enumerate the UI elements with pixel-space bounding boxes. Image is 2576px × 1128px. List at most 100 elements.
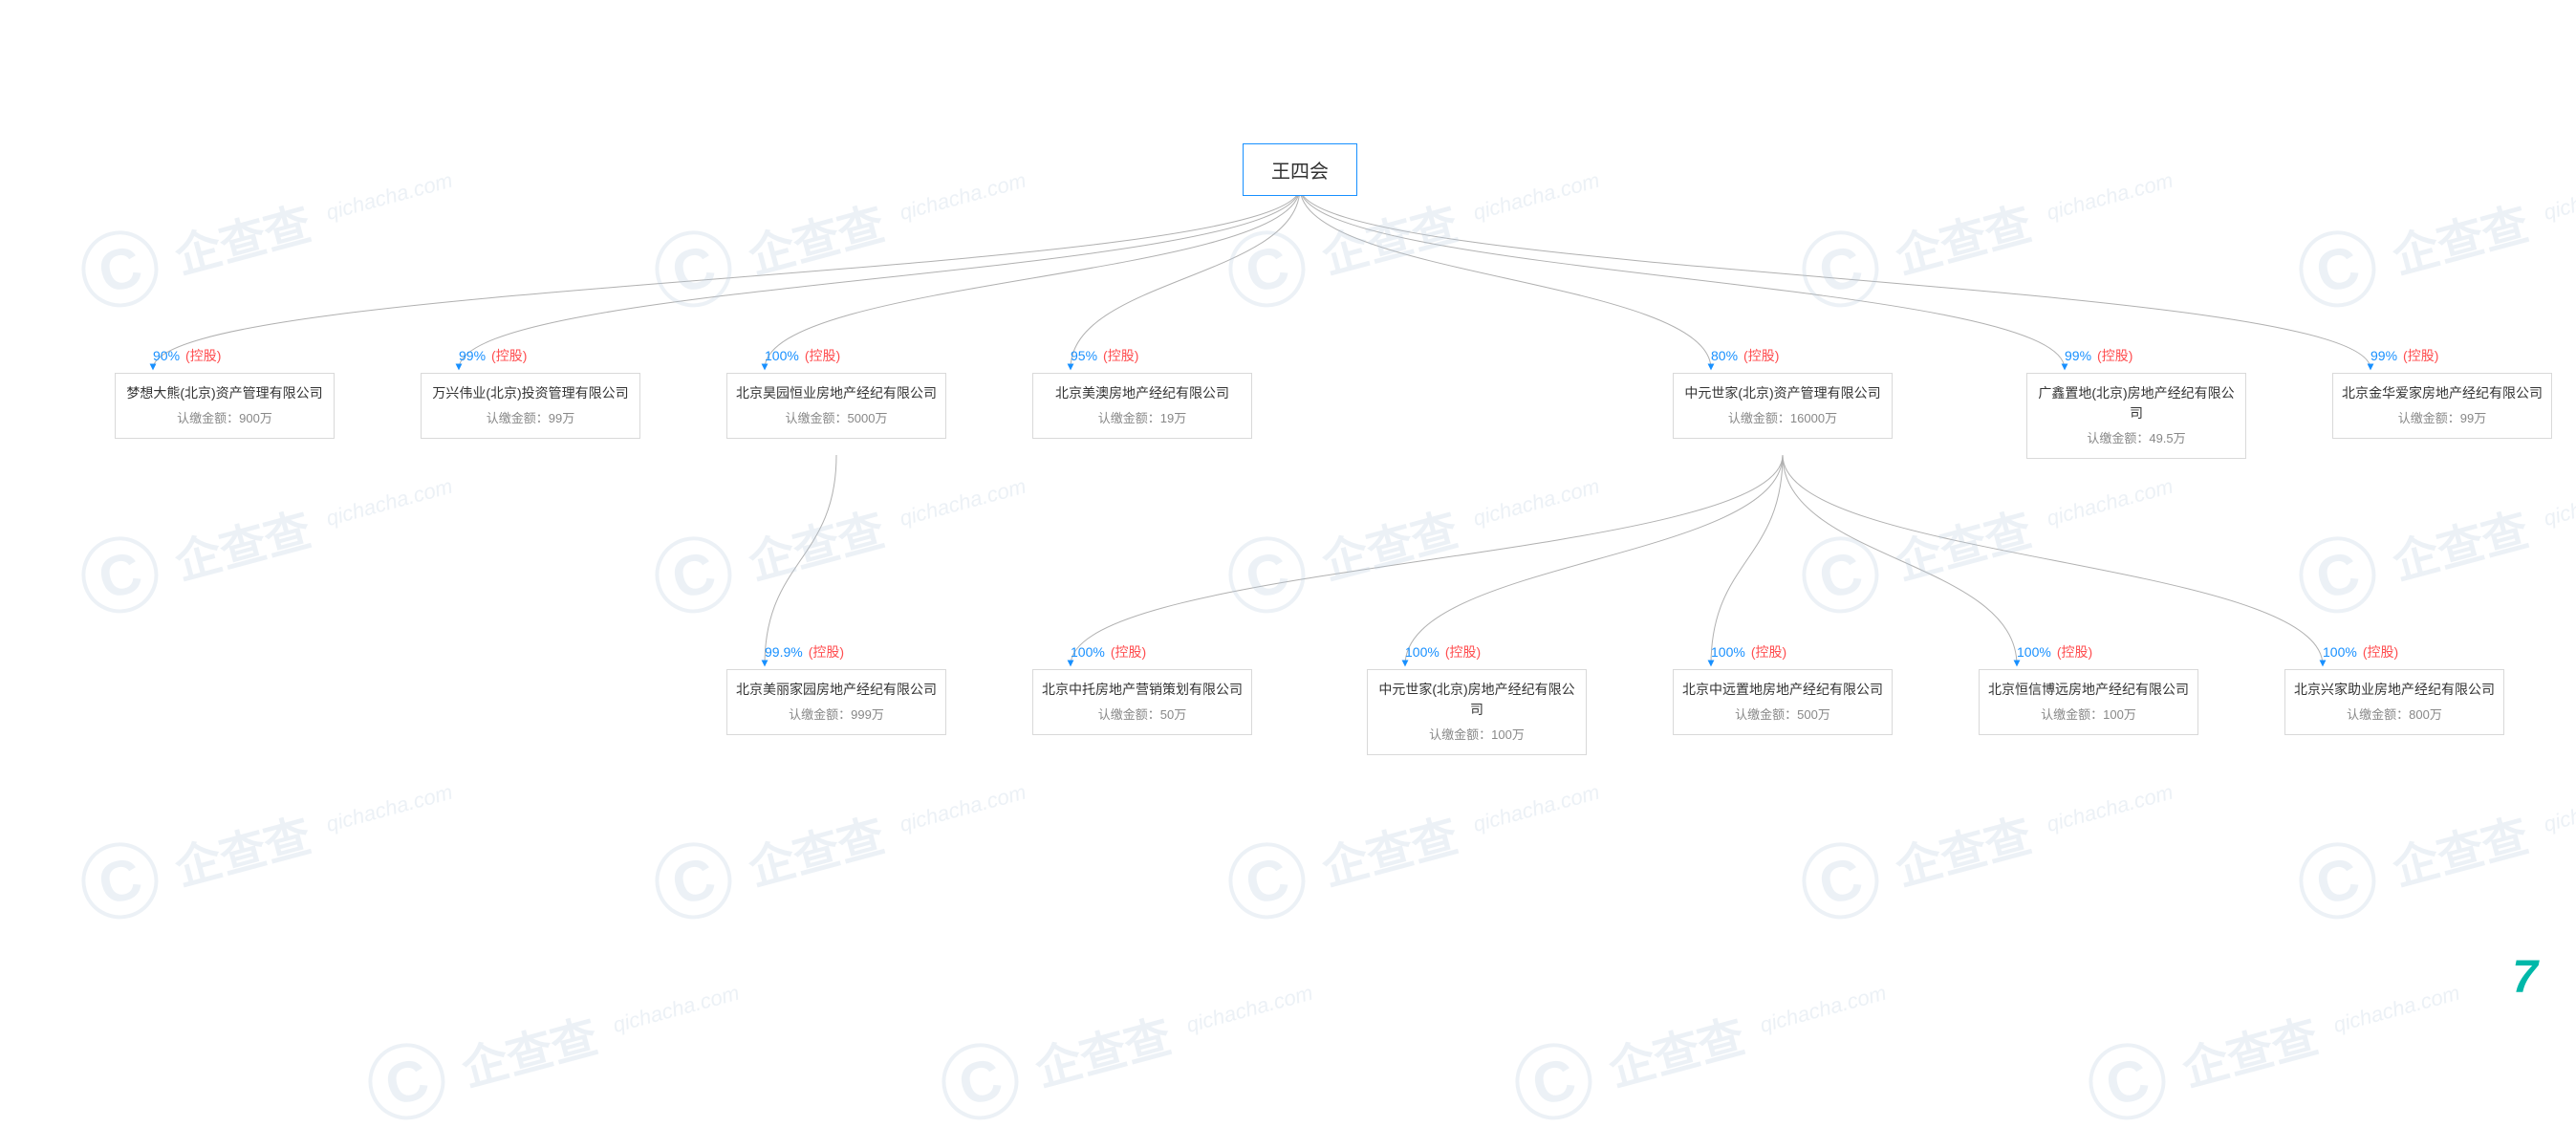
watermark-url: qichacha.com bbox=[610, 981, 742, 1038]
watermark-text: 企查查 bbox=[2384, 186, 2534, 287]
watermark-text: 企查查 bbox=[2384, 492, 2534, 593]
watermark-logo-icon: C bbox=[1220, 834, 1313, 927]
company-name: 北京中远置地房地产经纪有限公司 bbox=[1681, 680, 1884, 700]
watermark: C企查查qichacha.com bbox=[2290, 143, 2576, 316]
company-amount: 认缴金额：5000万 bbox=[735, 409, 938, 428]
watermark-text: 企查查 bbox=[740, 798, 890, 899]
company-node: 中元世家(北京)资产管理有限公司认缴金额：16000万 bbox=[1673, 373, 1893, 439]
company-name: 梦想大熊(北京)资产管理有限公司 bbox=[123, 383, 326, 403]
company-amount: 认缴金额：50万 bbox=[1041, 705, 1244, 725]
percentage: 100% bbox=[1711, 644, 1745, 660]
percentage: 80% bbox=[1711, 348, 1738, 363]
watermark: C企查查qichacha.com bbox=[1793, 143, 2182, 316]
company-node: 北京美丽家园房地产经纪有限公司认缴金额：999万 bbox=[726, 669, 946, 735]
holding-tag: (控股) bbox=[809, 644, 844, 660]
company-node: 广鑫置地(北京)房地产经纪有限公司认缴金额：49.5万 bbox=[2026, 373, 2246, 459]
watermark-text: 企查查 bbox=[166, 798, 316, 899]
watermark: C企查查qichacha.com bbox=[73, 449, 462, 622]
edge-label: 80%(控股) bbox=[1711, 346, 1779, 365]
percentage: 99% bbox=[2065, 348, 2091, 363]
watermark-text: 企查查 bbox=[453, 999, 603, 1099]
watermark-url: qichacha.com bbox=[323, 474, 455, 531]
company-amount: 认缴金额：100万 bbox=[1375, 726, 1578, 745]
holding-tag: (控股) bbox=[1751, 644, 1786, 660]
company-name: 北京中托房地产营销策划有限公司 bbox=[1041, 680, 1244, 700]
watermark: C企查查qichacha.com bbox=[1220, 755, 1609, 928]
holding-tag: (控股) bbox=[1111, 644, 1146, 660]
company-name: 北京兴家助业房地产经纪有限公司 bbox=[2293, 680, 2496, 700]
watermark-text: 企查查 bbox=[1313, 492, 1463, 593]
company-name: 广鑫置地(北京)房地产经纪有限公司 bbox=[2035, 383, 2238, 423]
edge-label: 100%(控股) bbox=[1071, 642, 1146, 662]
watermark-logo-icon: C bbox=[1220, 528, 1313, 621]
watermark-logo-icon: C bbox=[1793, 834, 1887, 927]
company-amount: 认缴金额：800万 bbox=[2293, 705, 2496, 725]
watermark: C企查查qichacha.com bbox=[1506, 956, 1895, 1128]
watermark: C企查查qichacha.com bbox=[2080, 956, 2469, 1128]
watermark: C企查查qichacha.com bbox=[1793, 755, 2182, 928]
watermark-text: 企查查 bbox=[1313, 798, 1463, 899]
holding-tag: (控股) bbox=[491, 348, 527, 363]
watermark-url: qichacha.com bbox=[2330, 981, 2462, 1038]
watermark-text: 企查查 bbox=[740, 186, 890, 287]
company-node: 北京美澳房地产经纪有限公司认缴金额：19万 bbox=[1032, 373, 1252, 439]
watermark-logo-icon: C bbox=[1793, 528, 1887, 621]
watermark-url: qichacha.com bbox=[1183, 981, 1315, 1038]
percentage: 99.9% bbox=[765, 644, 803, 660]
company-node: 北京兴家助业房地产经纪有限公司认缴金额：800万 bbox=[2284, 669, 2504, 735]
watermark-url: qichacha.com bbox=[1470, 474, 1602, 531]
company-node: 北京中远置地房地产经纪有限公司认缴金额：500万 bbox=[1673, 669, 1893, 735]
company-amount: 认缴金额：500万 bbox=[1681, 705, 1884, 725]
edge-label: 99.9% (控股) bbox=[765, 642, 844, 662]
watermark-text: 企查查 bbox=[2174, 999, 2324, 1099]
holding-tag: (控股) bbox=[2097, 348, 2132, 363]
edge bbox=[1071, 455, 1783, 665]
percentage: 100% bbox=[2017, 644, 2051, 660]
watermark-url: qichacha.com bbox=[2541, 780, 2576, 837]
edge bbox=[765, 455, 836, 665]
watermark-text: 企查查 bbox=[2384, 798, 2534, 899]
edge-label: 100%(控股) bbox=[2323, 642, 2398, 662]
watermark-url: qichacha.com bbox=[897, 780, 1028, 837]
company-name: 北京美澳房地产经纪有限公司 bbox=[1041, 383, 1244, 403]
watermark-logo-icon: C bbox=[646, 528, 740, 621]
watermark-logo-icon: C bbox=[933, 1034, 1027, 1128]
watermark-text: 企查查 bbox=[166, 186, 316, 287]
watermark-logo-icon: C bbox=[1506, 1034, 1600, 1128]
holding-tag: (控股) bbox=[1103, 348, 1138, 363]
watermark-text: 企查查 bbox=[1887, 798, 2037, 899]
edge-label: 95%(控股) bbox=[1071, 346, 1138, 365]
holding-tag: (控股) bbox=[805, 348, 840, 363]
watermark: C企查查qichacha.com bbox=[1220, 449, 1609, 622]
watermark-url: qichacha.com bbox=[2044, 780, 2176, 837]
watermark: C企查查qichacha.com bbox=[646, 143, 1035, 316]
watermark-url: qichacha.com bbox=[897, 474, 1028, 531]
watermark-logo-icon: C bbox=[2080, 1034, 2174, 1128]
company-name: 中元世家(北京)房地产经纪有限公司 bbox=[1375, 680, 1578, 720]
edge bbox=[1300, 187, 2065, 369]
edge-label: 90%(控股) bbox=[153, 346, 221, 365]
edge-label: 100%(控股) bbox=[2017, 642, 2092, 662]
watermark-logo-icon: C bbox=[646, 834, 740, 927]
edge-label: 100%(控股) bbox=[1405, 642, 1481, 662]
watermark-url: qichacha.com bbox=[323, 780, 455, 837]
watermark: C企查查qichacha.com bbox=[1793, 449, 2182, 622]
company-node: 北京金华爱家房地产经纪有限公司认缴金额：99万 bbox=[2332, 373, 2552, 439]
edge bbox=[1711, 455, 1783, 665]
watermark: C企查查qichacha.com bbox=[2290, 755, 2576, 928]
watermark-url: qichacha.com bbox=[2541, 474, 2576, 531]
watermark-text: 企查查 bbox=[166, 492, 316, 593]
edge bbox=[765, 187, 1300, 369]
company-name: 万兴伟业(北京)投资管理有限公司 bbox=[429, 383, 632, 403]
percentage: 100% bbox=[2323, 644, 2357, 660]
company-node: 万兴伟业(北京)投资管理有限公司认缴金额：99万 bbox=[421, 373, 640, 439]
company-amount: 认缴金额：900万 bbox=[123, 409, 326, 428]
percentage: 90% bbox=[153, 348, 180, 363]
company-amount: 认缴金额：49.5万 bbox=[2035, 429, 2238, 448]
watermark-logo-icon: C bbox=[73, 222, 166, 315]
company-node: 中元世家(北京)房地产经纪有限公司认缴金额：100万 bbox=[1367, 669, 1587, 755]
edge-label: 100% (控股) bbox=[1711, 642, 1786, 662]
edge-label: 99% (控股) bbox=[2065, 346, 2132, 365]
company-amount: 认缴金额：99万 bbox=[429, 409, 632, 428]
watermark: C企查查qichacha.com bbox=[2290, 449, 2576, 622]
